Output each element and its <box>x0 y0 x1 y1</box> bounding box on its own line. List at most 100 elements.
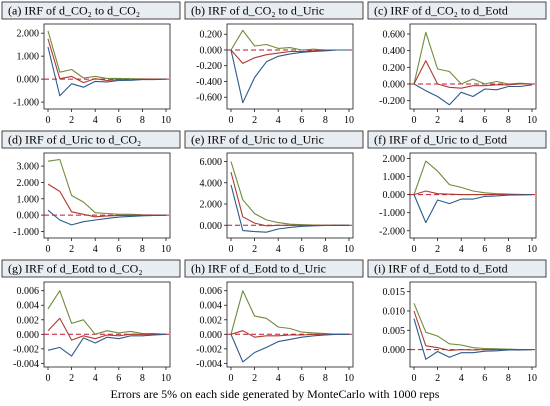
x-tick-label: 2 <box>435 115 440 126</box>
y-tick-label: 0.000 <box>383 190 406 201</box>
x-tick-label: 0 <box>412 115 417 126</box>
y-tick-label: -0.004 <box>196 359 222 370</box>
y-tick-label: -0.200 <box>379 96 405 107</box>
plot-area <box>226 281 354 368</box>
y-tick-label: -0.600 <box>196 93 222 104</box>
x-tick-label: 0 <box>229 115 234 126</box>
x-tick-label: 8 <box>323 244 328 255</box>
plot-area <box>43 23 171 110</box>
x-tick-label: 8 <box>140 115 145 126</box>
x-tick-label: 0 <box>229 373 234 384</box>
y-tick-label: 0.000 <box>200 221 223 232</box>
x-tick-label: 2 <box>69 373 74 384</box>
x-tick-label: 2 <box>252 373 257 384</box>
x-tick-label: 2 <box>252 244 257 255</box>
y-tick-label: 0.006 <box>200 286 223 297</box>
x-tick-label: 10 <box>344 115 354 126</box>
y-tick-label: -0.400 <box>196 77 222 88</box>
x-tick-label: 4 <box>93 115 98 126</box>
x-tick-label: 4 <box>93 244 98 255</box>
x-tick-label: 6 <box>482 373 487 384</box>
y-tick-label: 0.000 <box>17 211 40 222</box>
panel-title-bar <box>1 1 181 20</box>
y-tick-label: 0.006 <box>17 286 40 297</box>
lower-bound-line <box>47 209 167 226</box>
y-tick-label: 0.000 <box>200 330 223 341</box>
lower-bound-line <box>413 318 533 360</box>
y-tick-label: 0.400 <box>383 46 406 57</box>
y-tick-label: -0.004 <box>13 359 39 370</box>
x-tick-label: 4 <box>276 115 281 126</box>
irf-panel-7: (g) IRF of d_Eotd to d_CO₂ -0.004 -0.002 0.… <box>1 259 181 384</box>
y-tick-label: 2.000 <box>383 154 406 165</box>
x-tick-label: 0 <box>46 244 51 255</box>
y-tick-label: 0.600 <box>383 30 406 41</box>
x-tick-label: 8 <box>323 373 328 384</box>
irf-panel-1: (a) IRF of d_CO₂ to d_CO₂ -1.000 0.000 1.00… <box>1 1 181 126</box>
x-tick-label: 6 <box>116 373 121 384</box>
irf-line <box>413 60 532 89</box>
lower-bound-line <box>413 83 533 106</box>
y-tick-label: 0.004 <box>17 301 40 312</box>
irf-panel-2: (b) IRF of d_CO₂ to d_Uric -0.600 -0.400 -0… <box>184 1 364 126</box>
panel-title-bar <box>184 1 364 20</box>
x-tick-label: 6 <box>116 244 121 255</box>
panel-title: (f) IRF of d_Uric to d_Eotd <box>374 133 507 147</box>
figure-caption: Errors are 5% on each side generated by … <box>110 387 440 401</box>
y-tick-label: 0.000 <box>200 45 223 56</box>
irf-panel-9: (i) IRF of d_Eotd to d_Eotd 0.000 0.005 0.0… <box>367 259 547 384</box>
y-tick-label: 1.000 <box>383 172 406 183</box>
y-tick-label: 0.010 <box>383 306 406 317</box>
irf-panel-5: (e) IRF of d_Uric to d_Uric 0.000 2.000 4.0… <box>184 130 364 255</box>
upper-bound-line <box>47 290 167 335</box>
panel-title: (a) IRF of d_CO₂ to d_CO₂ <box>8 4 140 18</box>
x-tick-label: 2 <box>252 115 257 126</box>
y-tick-label: -1.000 <box>379 208 405 219</box>
y-tick-label: 0.002 <box>17 315 40 326</box>
panel-title: (b) IRF of d_CO₂ to d_Uric <box>191 4 324 18</box>
y-tick-label: 0.000 <box>17 75 40 86</box>
y-tick-label: 4.000 <box>200 178 223 189</box>
panel-title: (c) IRF of d_CO₂ to d_Eotd <box>374 4 508 18</box>
irf-panel-3: (c) IRF of d_CO₂ to d_Eotd -0.200 0.000 0.2… <box>367 1 547 126</box>
x-tick-label: 10 <box>527 373 537 384</box>
x-tick-label: 10 <box>527 115 537 126</box>
x-tick-label: 10 <box>161 373 171 384</box>
x-tick-label: 8 <box>140 244 145 255</box>
y-tick-label: 2.000 <box>200 200 223 211</box>
lower-bound-line <box>230 49 349 104</box>
irf-panel-6: (f) IRF of d_Uric to d_Eotd -2.000 -1.000 0… <box>367 130 547 255</box>
x-tick-label: 10 <box>344 244 354 255</box>
x-tick-label: 2 <box>69 244 74 255</box>
y-tick-label: -1.000 <box>13 227 39 238</box>
x-tick-label: 6 <box>299 244 304 255</box>
irf-line <box>47 317 166 341</box>
x-tick-label: 2 <box>69 115 74 126</box>
lower-bound-line <box>47 46 167 97</box>
x-tick-label: 6 <box>116 115 121 126</box>
panel-title-bar <box>184 130 364 149</box>
panel-title-bar <box>367 130 547 149</box>
x-tick-label: 4 <box>93 373 98 384</box>
x-tick-label: 10 <box>527 244 537 255</box>
panel-title: (i) IRF of d_Eotd to d_Eotd <box>374 262 508 276</box>
x-tick-label: 10 <box>161 244 171 255</box>
x-tick-label: 4 <box>276 373 281 384</box>
x-tick-label: 8 <box>323 115 328 126</box>
lower-bound-line <box>413 194 533 224</box>
y-tick-label: 0.200 <box>383 63 406 74</box>
x-tick-label: 4 <box>459 373 464 384</box>
plot-area <box>409 23 537 110</box>
y-tick-label: 2.000 <box>17 29 40 40</box>
y-tick-label: 6.000 <box>200 157 223 168</box>
plot-area <box>43 281 171 368</box>
panel-title-bar <box>367 1 547 20</box>
y-tick-label: 2.000 <box>17 178 40 189</box>
y-tick-label: -2.000 <box>379 226 405 237</box>
x-tick-label: 8 <box>506 115 511 126</box>
y-tick-label: 0.200 <box>200 30 223 41</box>
x-tick-label: 8 <box>506 244 511 255</box>
y-tick-label: 1.000 <box>17 194 40 205</box>
y-tick-label: -1.000 <box>13 98 39 109</box>
